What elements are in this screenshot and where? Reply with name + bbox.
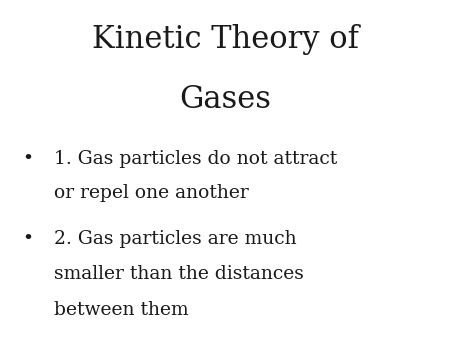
Text: Gases: Gases — [179, 84, 271, 116]
Text: Kinetic Theory of: Kinetic Theory of — [91, 24, 359, 55]
Text: 2. Gas particles are much: 2. Gas particles are much — [54, 230, 297, 248]
Text: •: • — [22, 230, 34, 248]
Text: between them: between them — [54, 301, 189, 319]
Text: •: • — [22, 150, 34, 168]
Text: 1. Gas particles do not attract: 1. Gas particles do not attract — [54, 150, 337, 168]
Text: smaller than the distances: smaller than the distances — [54, 265, 304, 283]
Text: or repel one another: or repel one another — [54, 184, 249, 202]
